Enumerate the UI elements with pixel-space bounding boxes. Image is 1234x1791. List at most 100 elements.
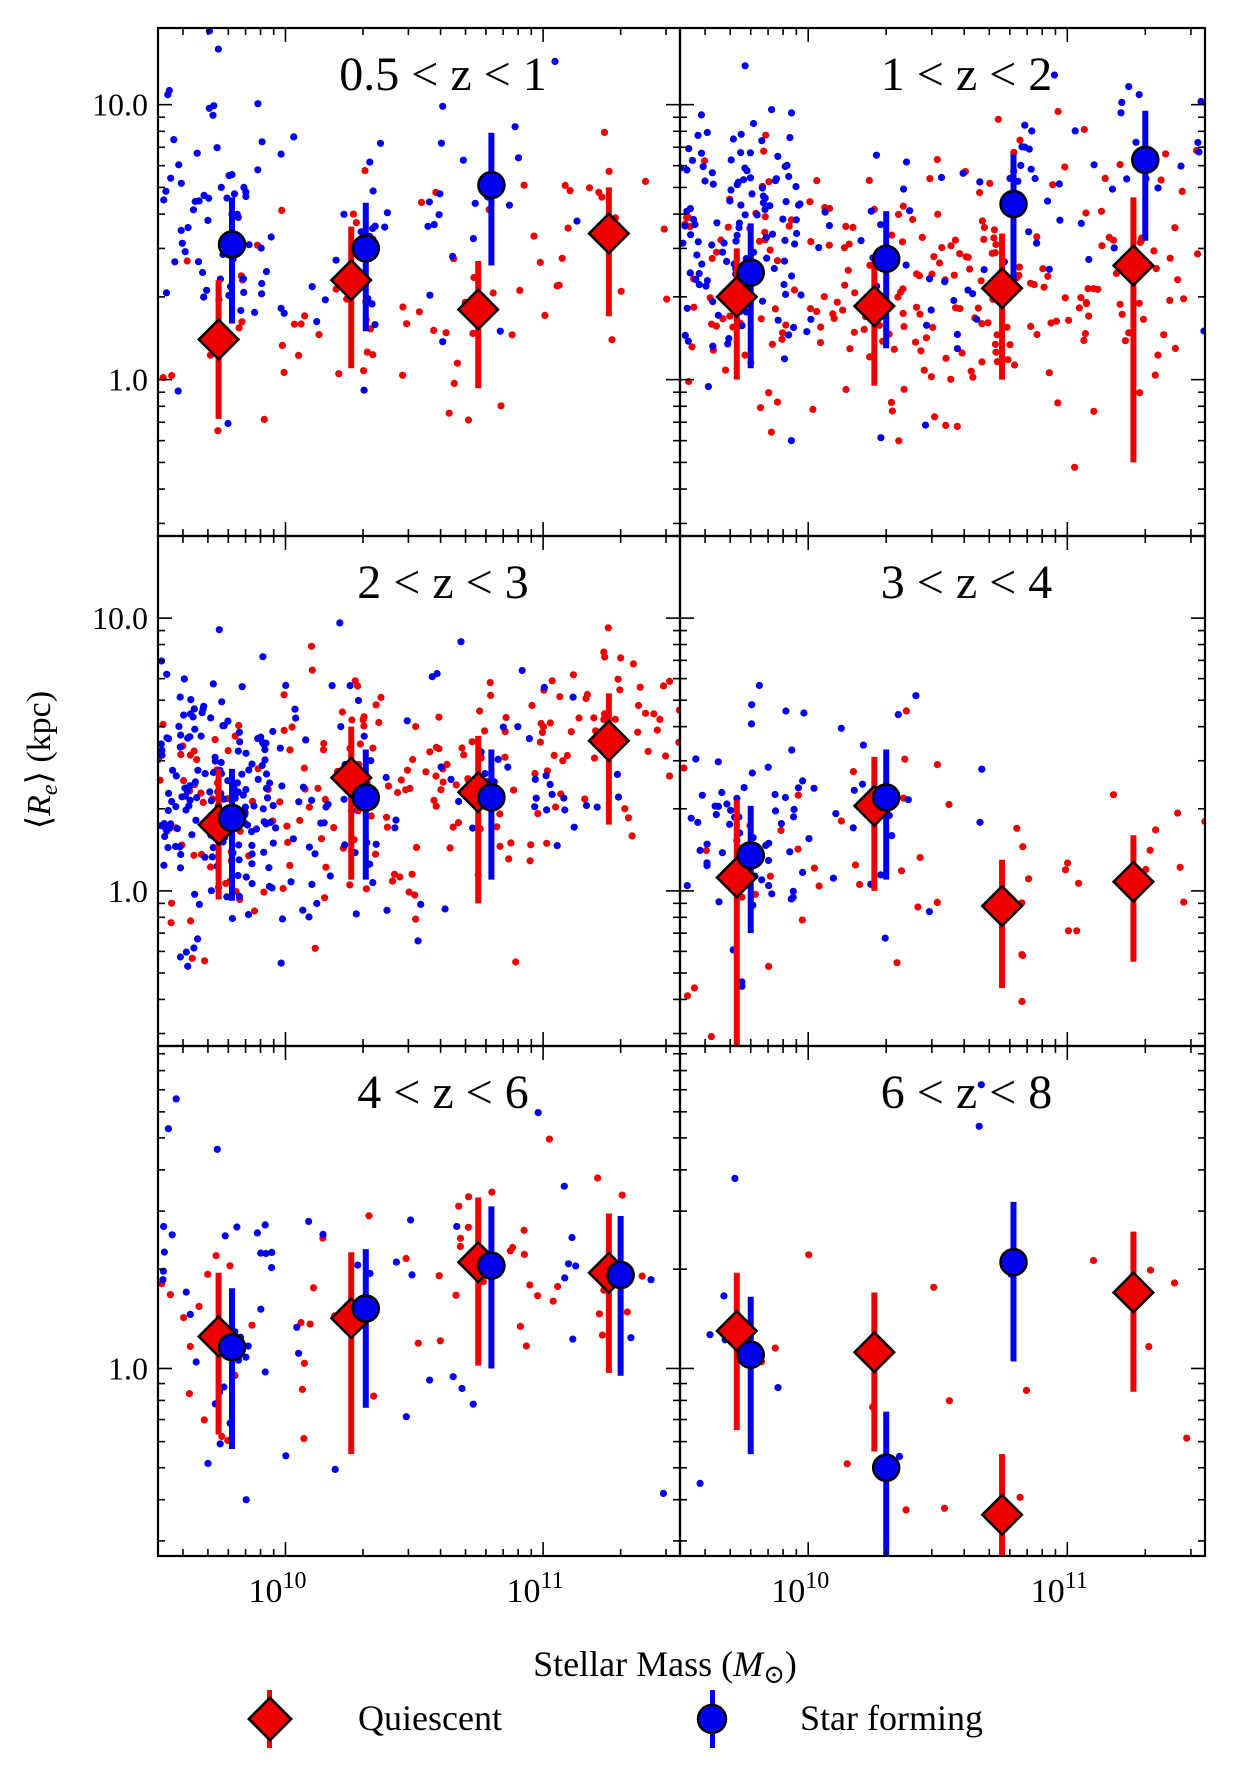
starforming-galaxy-dot — [877, 221, 885, 229]
starforming-galaxy-dot — [781, 236, 789, 244]
quiescent-galaxy-dot — [994, 115, 1002, 123]
starforming-galaxy-dot — [546, 780, 554, 789]
starforming-galaxy-dot — [912, 692, 920, 700]
starforming-galaxy-dot — [858, 780, 867, 788]
starforming-galaxy-dot — [163, 734, 171, 742]
quiescent-galaxy-dot — [520, 181, 528, 189]
starforming-galaxy-dot — [455, 797, 463, 806]
starforming-galaxy-dot — [768, 230, 777, 238]
starforming-galaxy-dot — [354, 1261, 362, 1269]
starforming-galaxy-dot — [237, 306, 245, 315]
quiescent-galaxy-dot — [411, 891, 419, 899]
quiescent-galaxy-dot — [930, 1283, 938, 1291]
starforming-galaxy-dot — [261, 1368, 269, 1376]
starforming-galaxy-dot — [182, 948, 190, 956]
starforming-galaxy-dot — [733, 794, 741, 802]
quiescent-galaxy-dot — [656, 715, 664, 724]
starforming-galaxy-dot — [291, 705, 299, 713]
quiescent-galaxy-dot — [914, 903, 922, 911]
starforming-galaxy-dot — [295, 798, 303, 806]
quiescent-galaxy-dot — [195, 1302, 203, 1310]
quiescent-galaxy-dot — [1015, 263, 1024, 271]
starforming-galaxy-dot — [177, 731, 185, 739]
starforming-galaxy-dot — [718, 849, 727, 857]
starforming-galaxy-dot — [789, 893, 797, 901]
quiescent-galaxy-dot — [813, 307, 821, 316]
quiescent-galaxy-dot — [314, 784, 322, 792]
starforming-galaxy-dot — [531, 803, 539, 811]
quiescent-galaxy-dot — [1146, 846, 1154, 854]
starforming-galaxy-dot — [257, 733, 265, 741]
quiescent-galaxy-dot — [1064, 859, 1072, 867]
quiescent-galaxy-dot — [168, 899, 176, 907]
starforming-galaxy-dot — [257, 1305, 265, 1313]
quiescent-galaxy-dot — [778, 329, 787, 337]
starforming-galaxy-dot — [723, 800, 731, 808]
starforming-galaxy-dot — [228, 914, 236, 923]
starforming-galaxy-dot — [392, 816, 400, 824]
starforming-galaxy-dot — [799, 777, 807, 785]
quiescent-galaxy-dot — [865, 176, 873, 184]
quiescent-galaxy-dot — [460, 751, 468, 759]
quiescent-galaxy-dot — [1098, 242, 1106, 250]
quiescent-galaxy-dot — [663, 295, 671, 303]
quiescent-galaxy-dot — [986, 179, 994, 187]
starforming-galaxy-dot — [158, 751, 166, 759]
starforming-galaxy-dot — [207, 714, 215, 722]
quiescent-galaxy-dot — [590, 714, 598, 722]
quiescent-galaxy-dot — [945, 1397, 954, 1405]
starforming-galaxy-dot — [257, 1249, 265, 1257]
quiescent-galaxy-dot — [506, 1247, 514, 1255]
starforming-galaxy-dot — [435, 211, 443, 219]
starforming-galaxy-dot — [1025, 228, 1033, 236]
starforming-median-circle — [351, 783, 381, 812]
quiescent-galaxy-dot — [1166, 296, 1174, 304]
starforming-galaxy-dot — [424, 222, 432, 230]
starforming-galaxy-dot — [381, 223, 389, 231]
quiescent-galaxy-dot — [1065, 316, 1073, 324]
quiescent-galaxy-dot — [978, 217, 987, 225]
quiescent-galaxy-dot — [212, 1252, 220, 1260]
quiescent-galaxy-dot — [894, 210, 903, 218]
quiescent-galaxy-dot — [507, 839, 515, 847]
quiescent-galaxy-dot — [712, 322, 721, 330]
starforming-galaxy-dot — [204, 1459, 212, 1467]
starforming-galaxy-dot — [560, 794, 568, 802]
quiescent-galaxy-dot — [531, 769, 539, 778]
starforming-galaxy-dot — [209, 111, 217, 119]
quiescent-galaxy-dot — [850, 328, 858, 336]
quiescent-galaxy-dot — [966, 265, 974, 273]
starforming-galaxy-dot — [877, 871, 885, 879]
starforming-galaxy-dot — [200, 293, 208, 301]
quiescent-galaxy-dot — [845, 240, 853, 248]
quiescent-galaxy-dot — [520, 1250, 529, 1258]
starforming-galaxy-dot — [287, 878, 295, 886]
quiescent-galaxy-dot — [860, 325, 868, 333]
quiescent-galaxy-dot — [458, 744, 466, 752]
quiescent-galaxy-dot — [436, 1337, 444, 1345]
quiescent-galaxy-dot — [1174, 809, 1182, 817]
starforming-galaxy-dot — [167, 174, 175, 182]
quiescent-galaxy-dot — [1033, 330, 1041, 339]
quiescent-galaxy-dot — [856, 880, 864, 889]
starforming-galaxy-dot — [774, 1384, 782, 1392]
quiescent-galaxy-dot — [1174, 276, 1182, 284]
quiescent-galaxy-dot — [505, 855, 513, 863]
quiescent-galaxy-dot — [594, 1174, 602, 1182]
quiescent-galaxy-dot — [915, 272, 924, 280]
quiescent-galaxy-dot — [902, 1506, 910, 1514]
starforming-galaxy-dot — [299, 783, 307, 791]
starforming-galaxy-dot — [771, 807, 780, 815]
starforming-galaxy-dot — [176, 953, 184, 961]
starforming-galaxy-dot — [582, 801, 591, 810]
panels-group: 10.0 1.0 0.5 < z < 1 1 < z < 2 10.0 1.0 2 < z … — [92, 26, 1207, 1610]
quiescent-galaxy-dot — [1004, 356, 1012, 364]
quiescent-galaxy-dot — [496, 842, 504, 850]
quiescent-galaxy-dot — [567, 728, 575, 736]
quiescent-galaxy-dot — [1170, 1279, 1179, 1287]
starforming-galaxy-dot — [748, 769, 756, 777]
starforming-galaxy-dot — [647, 1276, 655, 1284]
x-axis-label-symbol: M — [732, 1644, 765, 1684]
quiescent-galaxy-dot — [771, 1344, 779, 1352]
quiescent-galaxy-dot — [502, 713, 510, 722]
